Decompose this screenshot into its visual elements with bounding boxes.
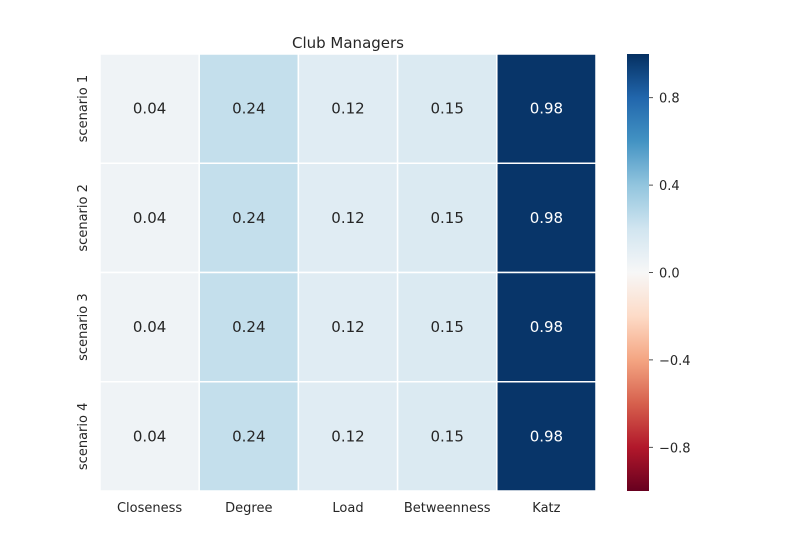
cell-annotation: 0.15 [430,318,463,336]
cell-annotations: 0.04 0.24 0.12 0.15 0.98 0.04 0.24 0.12 0.15 0.98… [133,100,563,446]
x-tick-label: Load [332,501,363,516]
cell-annotation: 0.12 [331,318,364,336]
cell-annotation: 0.12 [331,427,364,445]
cell-annotation: 0.24 [232,100,265,118]
heatmap-cell [99,381,200,492]
heatmap-cell [297,381,399,492]
heatmap-cell [297,162,399,274]
heatmap-cell [496,271,597,383]
y-tick-label: scenario 1 [76,75,91,142]
cell-annotation: 0.98 [530,100,563,118]
y-tick-label: scenario 4 [76,403,91,470]
cell-annotation: 0.04 [133,318,166,336]
cell-annotation: 0.04 [133,100,166,118]
cell-annotation: 0.15 [430,427,463,445]
chart-title: Club Managers [292,34,404,52]
heatmap-cell [396,381,498,492]
cell-annotation: 0.04 [133,427,166,445]
colorbar-tick-label: 0.0 [659,267,680,282]
y-tick-label: scenario 2 [76,184,91,251]
heatmap-cell [496,381,597,492]
cell-annotation: 0.98 [530,209,563,227]
heatmap-cell [396,271,498,383]
cell-annotation: 0.24 [232,427,265,445]
colorbar-ticks: 0.8 0.4 0.0 −0.4 −0.8 [649,92,691,456]
x-tick-label: Degree [225,501,272,516]
cell-annotation: 0.04 [133,209,166,227]
heatmap-cells [99,53,597,492]
x-tick-label: Katz [532,501,560,516]
colorbar-tick-label: 0.4 [659,179,680,194]
heatmap-cell [99,162,200,274]
cell-annotation: 0.98 [530,318,563,336]
cell-annotation: 0.24 [232,318,265,336]
heatmap-cell [99,53,200,164]
colorbar-tick-label: −0.8 [659,441,691,456]
heatmap-cell [198,381,300,492]
colorbar [627,54,649,491]
cell-annotation: 0.15 [430,209,463,227]
heatmap-cell [198,53,300,164]
cell-annotation: 0.15 [430,100,463,118]
x-tick-label: Closeness [117,501,182,516]
y-tick-label: scenario 3 [76,293,91,360]
heatmap-cell [496,162,597,274]
cell-annotation: 0.98 [530,427,563,445]
colorbar-tick-label: −0.4 [659,354,691,369]
x-tick-label: Betweenness [404,501,491,516]
cell-annotation: 0.12 [331,209,364,227]
cell-annotation: 0.12 [331,100,364,118]
colorbar-tick-label: 0.8 [659,92,680,107]
heatmap-cell [396,53,498,164]
cell-annotation: 0.24 [232,209,265,227]
heatmap-cell [198,271,300,383]
heatmap-cell [297,53,399,164]
y-tick-labels: scenario 1 scenario 2 scenario 3 scenario 4 [76,75,91,470]
x-tick-labels: Closeness Degree Load Betweenness Katz [117,501,561,516]
